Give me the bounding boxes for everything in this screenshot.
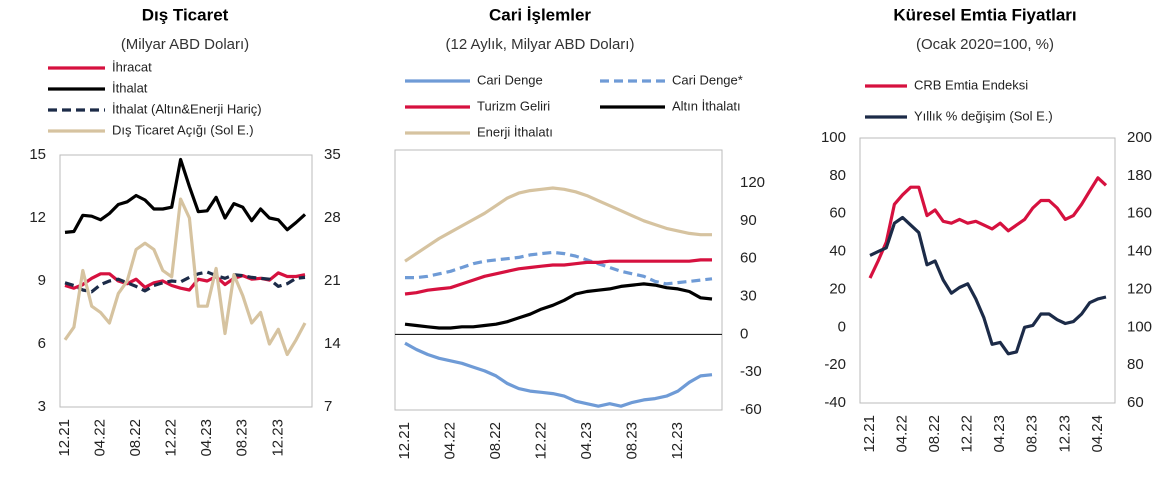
x-tick-label: 04.22: [92, 419, 109, 457]
series-line: [64, 270, 306, 294]
y-tick-label: 90: [740, 212, 757, 229]
x-tick-label: 12.22: [959, 415, 976, 453]
plot-frame: [859, 137, 1116, 404]
chart-title: Cari İşlemler: [489, 5, 591, 24]
x-tick-label: 04.23: [198, 419, 215, 457]
x-tick-label: 12.21: [396, 422, 413, 460]
y-tick-label: -40: [824, 394, 846, 411]
y-tick-label: 0: [740, 325, 748, 342]
series-line: [63, 197, 307, 357]
x-tick-label: 12.23: [1056, 415, 1073, 453]
chart-title: Dış Ticaret: [142, 5, 229, 24]
y2-tick-label: 140: [1127, 243, 1152, 260]
y2-tick-label: 60: [1127, 394, 1144, 411]
x-tick-label: 04.22: [441, 422, 458, 460]
y2-tick-label: 80: [1127, 356, 1144, 373]
x-tick-label: 04.23: [578, 422, 595, 460]
chart-title: Küresel Emtia Fiyatları: [893, 5, 1076, 24]
legend-label: İthalat: [112, 80, 148, 95]
y-tick-label: 30: [740, 287, 757, 304]
chart-subtitle: (Milyar ABD Doları): [121, 36, 249, 53]
y2-tick-label: 120: [1127, 280, 1152, 297]
y-tick-label: 0: [838, 318, 846, 335]
y2-tick-label: 160: [1127, 205, 1152, 222]
y-tick-label: 20: [829, 280, 846, 297]
y-tick-label: 40: [829, 243, 846, 260]
y2-tick-label: 35: [324, 146, 341, 163]
x-tick-label: 04.24: [1089, 415, 1106, 453]
y-tick-label: 60: [740, 250, 757, 267]
legend-label: Turizm Geliri: [477, 98, 550, 113]
legend-label: Enerji İthalatı: [477, 124, 553, 139]
x-tick-label: 12.23: [669, 422, 686, 460]
plot-frame: [59, 154, 313, 408]
y2-tick-label: 180: [1127, 167, 1152, 184]
series-line: [404, 258, 712, 296]
chart-subtitle: (12 Aylık, Milyar ABD Doları): [446, 36, 635, 53]
x-tick-label: 12.23: [269, 419, 286, 457]
series-line: [64, 271, 306, 292]
series-line: [868, 176, 1108, 279]
y-tick-label: 60: [829, 205, 846, 222]
legend-label: CRB Emtia Endeksi: [914, 77, 1028, 92]
y2-tick-label: 14: [324, 335, 341, 352]
y-tick-label: -60: [740, 401, 762, 418]
x-tick-label: 04.22: [894, 415, 911, 453]
x-tick-label: 12.21: [861, 415, 878, 453]
x-tick-label: 08.23: [234, 419, 251, 457]
x-tick-label: 04.23: [991, 415, 1008, 453]
y-tick-label: 6: [38, 335, 46, 352]
x-tick-label: 08.22: [487, 422, 504, 460]
series-line: [404, 186, 712, 263]
legend-label: Cari Denge*: [672, 72, 743, 87]
legend-label: Yıllık % değişim (Sol E.): [914, 108, 1053, 123]
series-line: [869, 215, 1107, 356]
y-tick-label: -30: [740, 363, 762, 380]
y-tick-label: 100: [821, 129, 846, 146]
y2-tick-label: 21: [324, 272, 341, 289]
legend-label: Altın İthalatı: [672, 98, 741, 113]
y2-tick-label: 200: [1127, 129, 1152, 146]
y-tick-label: 15: [29, 146, 46, 163]
legend-label: İhracat: [112, 59, 152, 74]
y2-tick-label: 7: [324, 398, 332, 415]
series-line: [64, 157, 307, 234]
y-tick-label: 120: [740, 174, 765, 191]
series-line: [404, 341, 713, 408]
legend-label: Cari Denge: [477, 72, 543, 87]
legend-label: İthalat (Altın&Enerji Hariç): [112, 101, 262, 116]
x-tick-label: 08.23: [1024, 415, 1041, 453]
y-tick-label: 12: [29, 209, 46, 226]
x-tick-label: 12.21: [56, 419, 73, 457]
x-tick-label: 08.22: [926, 415, 943, 453]
x-tick-label: 12.22: [532, 422, 549, 460]
legend-label: Dış Ticaret Açığı (Sol E.): [112, 122, 254, 137]
series-line: [404, 282, 713, 330]
series-line: [405, 250, 713, 286]
y2-tick-label: 100: [1127, 318, 1152, 335]
x-tick-label: 08.22: [127, 419, 144, 457]
y-tick-label: 80: [829, 167, 846, 184]
chart-subtitle: (Ocak 2020=100, %): [916, 36, 1054, 53]
x-tick-label: 08.23: [623, 422, 640, 460]
y-tick-label: 3: [38, 398, 46, 415]
y2-tick-label: 28: [324, 209, 341, 226]
x-tick-label: 12.22: [163, 419, 180, 457]
y-tick-label: 9: [38, 272, 46, 289]
y-tick-label: -20: [824, 356, 846, 373]
plot-frame: [394, 149, 723, 411]
